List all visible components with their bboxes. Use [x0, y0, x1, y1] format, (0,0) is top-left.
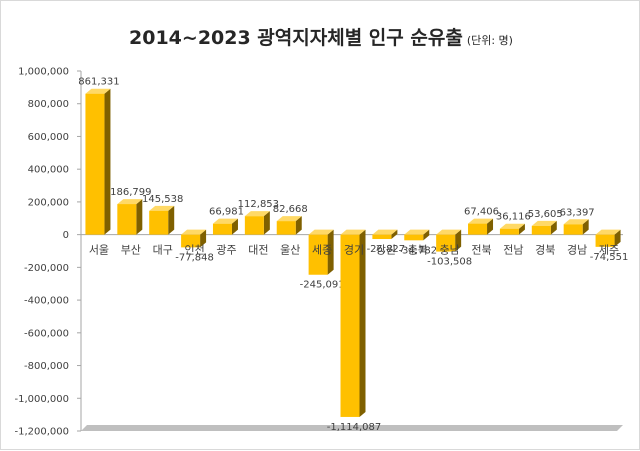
- bar: [117, 204, 136, 235]
- x-tick-label: 경기: [344, 244, 364, 257]
- x-tick-label: 울산: [280, 244, 300, 257]
- bar: [500, 229, 519, 235]
- x-tick-label: 광주: [216, 244, 236, 257]
- y-tick-label: 1,000,000: [18, 67, 69, 78]
- x-tick-label: 서울: [89, 244, 109, 257]
- data-label: -34,782: [398, 245, 437, 256]
- bar: [277, 221, 296, 235]
- y-tick-label: 400,000: [28, 165, 69, 176]
- bar: [149, 211, 168, 235]
- data-label: -74,551: [590, 252, 629, 263]
- data-label: 67,406: [464, 207, 499, 218]
- x-tick-label: 경북: [535, 244, 555, 257]
- x-tick-label: 경남: [567, 244, 587, 257]
- bar: [341, 235, 360, 417]
- x-tick-label: 대전: [248, 244, 268, 257]
- y-tick-label: 600,000: [28, 132, 69, 143]
- bar: [372, 235, 391, 239]
- bar: [468, 224, 487, 235]
- bar: [85, 94, 104, 235]
- bar-side: [360, 230, 366, 417]
- bar-side: [168, 206, 174, 235]
- y-tick-label: 800,000: [28, 99, 69, 110]
- bar: [404, 235, 423, 241]
- bar: [532, 226, 551, 235]
- data-label: 861,331: [78, 77, 119, 88]
- x-tick-label: 전북: [471, 244, 491, 257]
- data-label: -77,848: [175, 252, 214, 263]
- data-label: -1,114,087: [327, 422, 382, 433]
- data-label: 53,605: [528, 209, 563, 220]
- y-tick-label: 0: [63, 230, 69, 241]
- y-tick-label: -200,000: [24, 263, 69, 274]
- data-label: 145,538: [142, 194, 183, 205]
- data-label: 63,397: [560, 207, 595, 218]
- x-tick-label: 충남: [440, 244, 460, 257]
- data-label: -103,508: [427, 257, 472, 268]
- bar-side: [104, 89, 110, 235]
- y-tick-label: -800,000: [24, 361, 69, 372]
- data-label: 82,668: [273, 204, 308, 215]
- x-tick-label: 대구: [153, 244, 173, 257]
- x-tick-label: 전남: [503, 244, 523, 257]
- y-tick-label: -400,000: [24, 296, 69, 307]
- x-tick-label: 세종: [312, 244, 332, 257]
- y-tick-label: -600,000: [24, 328, 69, 339]
- bar: [245, 216, 264, 234]
- x-tick-label: 부산: [121, 244, 141, 257]
- bar: [213, 224, 232, 235]
- y-tick-label: 200,000: [28, 197, 69, 208]
- data-label: -245,091: [300, 280, 345, 291]
- y-tick-label: -1,200,000: [14, 427, 69, 438]
- bar: [564, 224, 583, 234]
- y-tick-label: -1,000,000: [14, 394, 69, 405]
- data-label: 36,116: [496, 212, 531, 223]
